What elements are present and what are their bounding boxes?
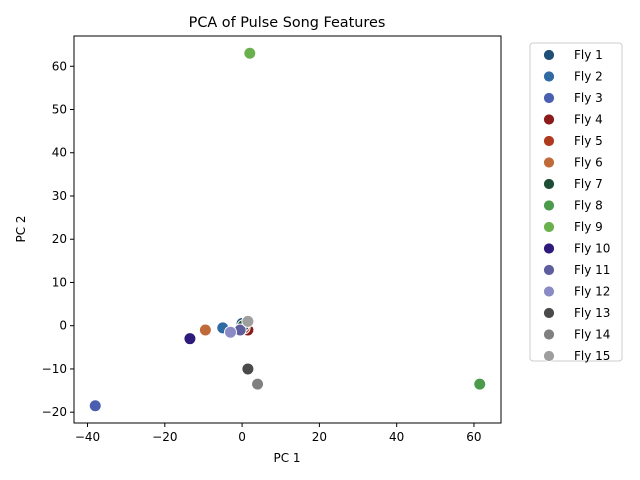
- x-tick-label: −20: [152, 430, 177, 444]
- plot-area: [73, 35, 502, 424]
- legend-label: Fly 11: [574, 263, 610, 277]
- legend-label: Fly 3: [574, 91, 603, 105]
- y-tick-label: −10: [42, 362, 67, 376]
- legend-label: Fly 10: [574, 242, 610, 256]
- legend-label: Fly 2: [574, 70, 603, 84]
- y-tick-label: 50: [52, 103, 67, 117]
- legend-marker: [543, 242, 555, 255]
- point-fly-13: [241, 362, 255, 376]
- y-tick-label: 30: [52, 189, 67, 203]
- y-tick-label: 60: [52, 59, 67, 73]
- legend-marker: [543, 350, 555, 362]
- point-fly-14: [251, 377, 265, 391]
- legend-marker: [543, 199, 555, 212]
- legend-label: Fly 5: [574, 134, 603, 148]
- legend-marker: [543, 178, 555, 190]
- legend-label: Fly 9: [574, 220, 603, 234]
- legend-label: Fly 7: [574, 177, 603, 191]
- legend-marker: [543, 49, 555, 61]
- x-tick-label: 0: [238, 430, 246, 444]
- point-fly-9: [243, 46, 257, 60]
- legend-marker: [543, 113, 555, 126]
- legend-marker: [543, 307, 555, 319]
- legend-label: Fly 14: [574, 328, 610, 342]
- x-tick-label: 20: [312, 430, 327, 444]
- y-tick-label: −20: [42, 405, 67, 419]
- y-axis-label: PC 2: [14, 215, 28, 242]
- point-fly-10: [183, 332, 197, 346]
- x-tick-label: 60: [466, 430, 481, 444]
- point-fly-3: [88, 399, 102, 413]
- legend-label: Fly 4: [574, 113, 603, 127]
- legend-label: Fly 8: [574, 199, 603, 213]
- legend-marker: [543, 70, 555, 83]
- y-tick-label: 10: [52, 275, 67, 289]
- point-fly-6: [198, 323, 212, 337]
- y-tick-label: 40: [52, 146, 67, 160]
- legend-label: Fly 6: [574, 156, 603, 170]
- legend-marker: [543, 135, 555, 147]
- x-tick-label: −40: [75, 430, 100, 444]
- legend-marker: [543, 285, 555, 298]
- legend-label: Fly 1: [574, 48, 603, 62]
- x-axis-ticks: −40 −20 0 20 40 60: [75, 423, 482, 444]
- legend: Fly 1 Fly 2 Fly 3 Fly 4 Fly 5 Fly 6 Fly 7 Fly 8…: [529, 42, 623, 363]
- legend-label: Fly 15: [574, 349, 610, 363]
- legend-marker: [543, 264, 555, 276]
- y-tick-label: 0: [59, 319, 67, 333]
- legend-marker: [543, 328, 555, 341]
- legend-marker: [543, 156, 555, 169]
- legend-marker: [543, 92, 555, 104]
- data-points: [88, 46, 487, 413]
- point-fly-15: [241, 314, 255, 328]
- legend-label: Fly 12: [574, 285, 610, 299]
- legend-marker: [543, 221, 555, 233]
- y-axis-ticks: −20 −10 0 10 20 30 40 50 60: [42, 59, 74, 419]
- axes-frame: [73, 35, 502, 424]
- point-fly-8: [473, 377, 487, 391]
- x-tick-label: 40: [389, 430, 404, 444]
- y-tick-label: 20: [52, 232, 67, 246]
- x-axis-label: PC 1: [273, 451, 300, 465]
- legend-label: Fly 13: [574, 306, 610, 320]
- chart-title: PCA of Pulse Song Features: [189, 15, 386, 31]
- point-fly-12: [224, 325, 238, 339]
